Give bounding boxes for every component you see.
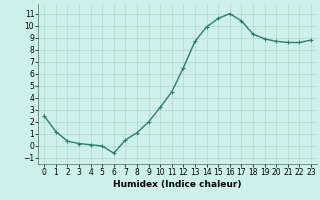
X-axis label: Humidex (Indice chaleur): Humidex (Indice chaleur)	[113, 180, 242, 189]
